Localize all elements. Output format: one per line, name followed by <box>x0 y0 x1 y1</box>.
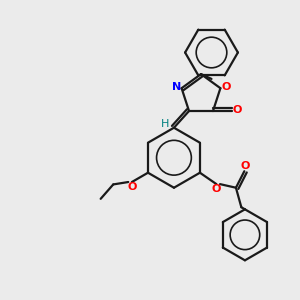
Text: H: H <box>161 119 170 129</box>
Text: N: N <box>172 82 181 92</box>
Text: O: O <box>240 161 250 171</box>
Text: O: O <box>127 182 136 192</box>
Text: O: O <box>232 105 242 116</box>
Text: O: O <box>221 82 230 92</box>
Text: O: O <box>211 184 220 194</box>
